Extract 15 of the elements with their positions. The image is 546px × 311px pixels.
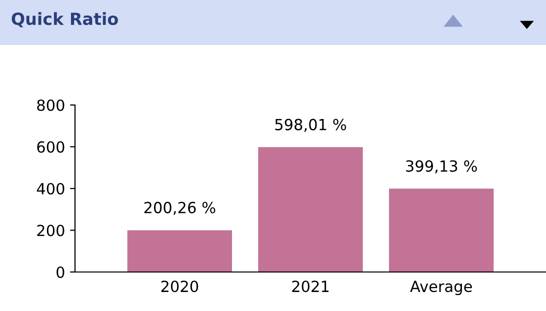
y-tick-label: 400 <box>36 182 64 195</box>
data-label: 200,26 % <box>144 202 216 215</box>
data-label: 598,01 % <box>275 118 346 132</box>
chart-title: Quick Ratio <box>12 12 118 28</box>
y-tick-label: 600 <box>37 141 64 153</box>
bar <box>389 188 494 272</box>
y-tick-label: 0 <box>56 266 64 278</box>
y-tick-label: 200 <box>37 224 64 236</box>
x-tick-label: Average <box>410 280 472 296</box>
bar <box>127 230 232 272</box>
x-tick-label: 2021 <box>292 280 329 292</box>
data-label: 399,13 % <box>406 160 477 174</box>
y-tick-label: 800 <box>37 99 64 112</box>
x-tick-label: 2020 <box>161 280 198 292</box>
bar <box>258 147 363 272</box>
